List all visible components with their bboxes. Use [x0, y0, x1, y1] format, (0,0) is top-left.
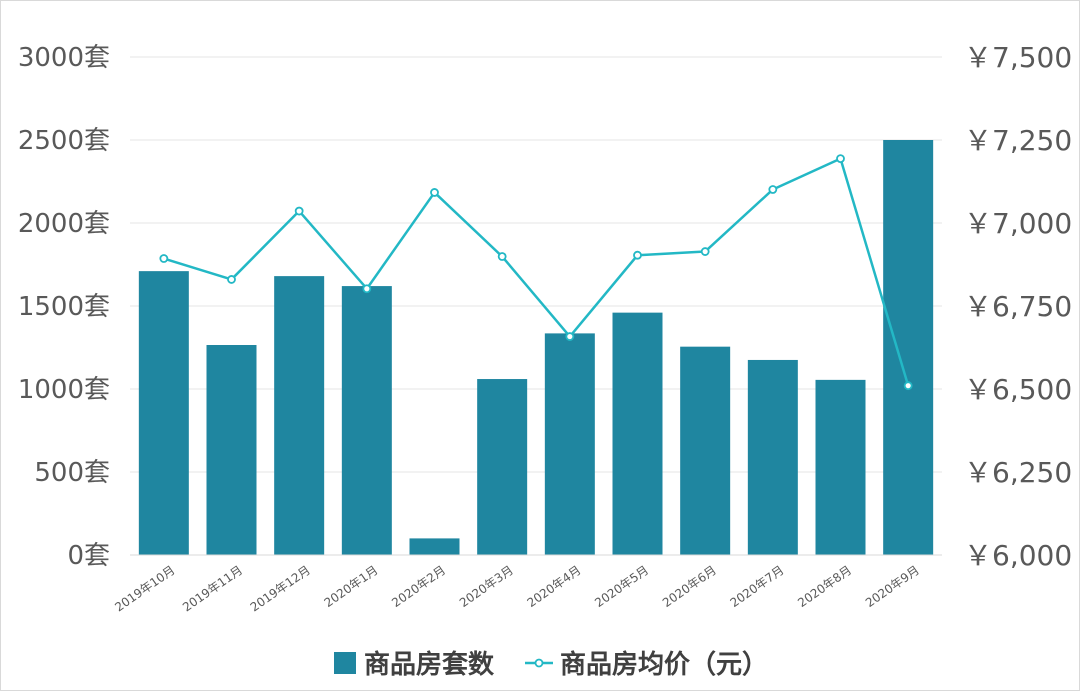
left-tick-label: 1500套	[18, 292, 110, 322]
bar	[477, 379, 528, 555]
line-point	[768, 185, 778, 194]
bar	[206, 345, 257, 555]
legend-line-marker	[534, 658, 544, 668]
bar	[138, 271, 189, 555]
bar	[747, 359, 798, 555]
price-line	[163, 157, 910, 387]
legend-bar-swatch	[334, 652, 356, 674]
left-tick-label: 500套	[34, 458, 110, 488]
legend: 商品房套数 商品房均价（元）	[334, 649, 768, 680]
left-tick-label: 3000套	[18, 43, 110, 73]
bar	[883, 140, 934, 555]
left-tick-label: 2500套	[18, 126, 110, 156]
bar	[612, 312, 663, 555]
left-axis: 0套 500套 1000套 1500套 2000套 2500套 3000套	[18, 43, 110, 571]
line-point	[430, 188, 439, 197]
right-tick-label: ￥6,250	[964, 456, 1072, 489]
bar	[680, 346, 731, 555]
line-point	[159, 254, 169, 263]
right-tick-label: ￥7,250	[964, 124, 1072, 157]
line-series	[159, 154, 913, 391]
right-axis: ￥6,000 ￥6,250 ￥6,500 ￥6,750 ￥7,000 ￥7,250 ￥7,5…	[964, 41, 1072, 572]
legend-line-label: 商品房均价（元）	[560, 649, 768, 680]
bar	[544, 333, 595, 555]
line-point	[294, 206, 304, 216]
line-point	[565, 332, 575, 341]
bar-series	[138, 140, 934, 555]
right-tick-label: ￥6,750	[964, 290, 1072, 323]
line-point	[633, 250, 642, 260]
line-point	[903, 381, 913, 391]
line-point	[836, 154, 845, 163]
line-point	[362, 284, 372, 294]
right-tick-label: ￥6,000	[964, 539, 1072, 572]
left-tick-label: 1000套	[18, 375, 110, 405]
legend-bar-label: 商品房套数	[364, 649, 495, 680]
bar	[815, 379, 866, 555]
right-tick-label: ￥6,500	[964, 373, 1072, 406]
left-tick-label: 2000套	[18, 209, 110, 239]
line-point	[700, 247, 710, 256]
bar	[274, 276, 325, 555]
bar	[341, 286, 392, 555]
right-tick-label: ￥7,000	[964, 207, 1072, 240]
line-point	[497, 252, 507, 261]
bar	[409, 538, 460, 555]
line-point	[227, 275, 236, 284]
right-tick-label: ￥7,500	[964, 41, 1072, 74]
left-tick-label: 0套	[67, 541, 110, 571]
